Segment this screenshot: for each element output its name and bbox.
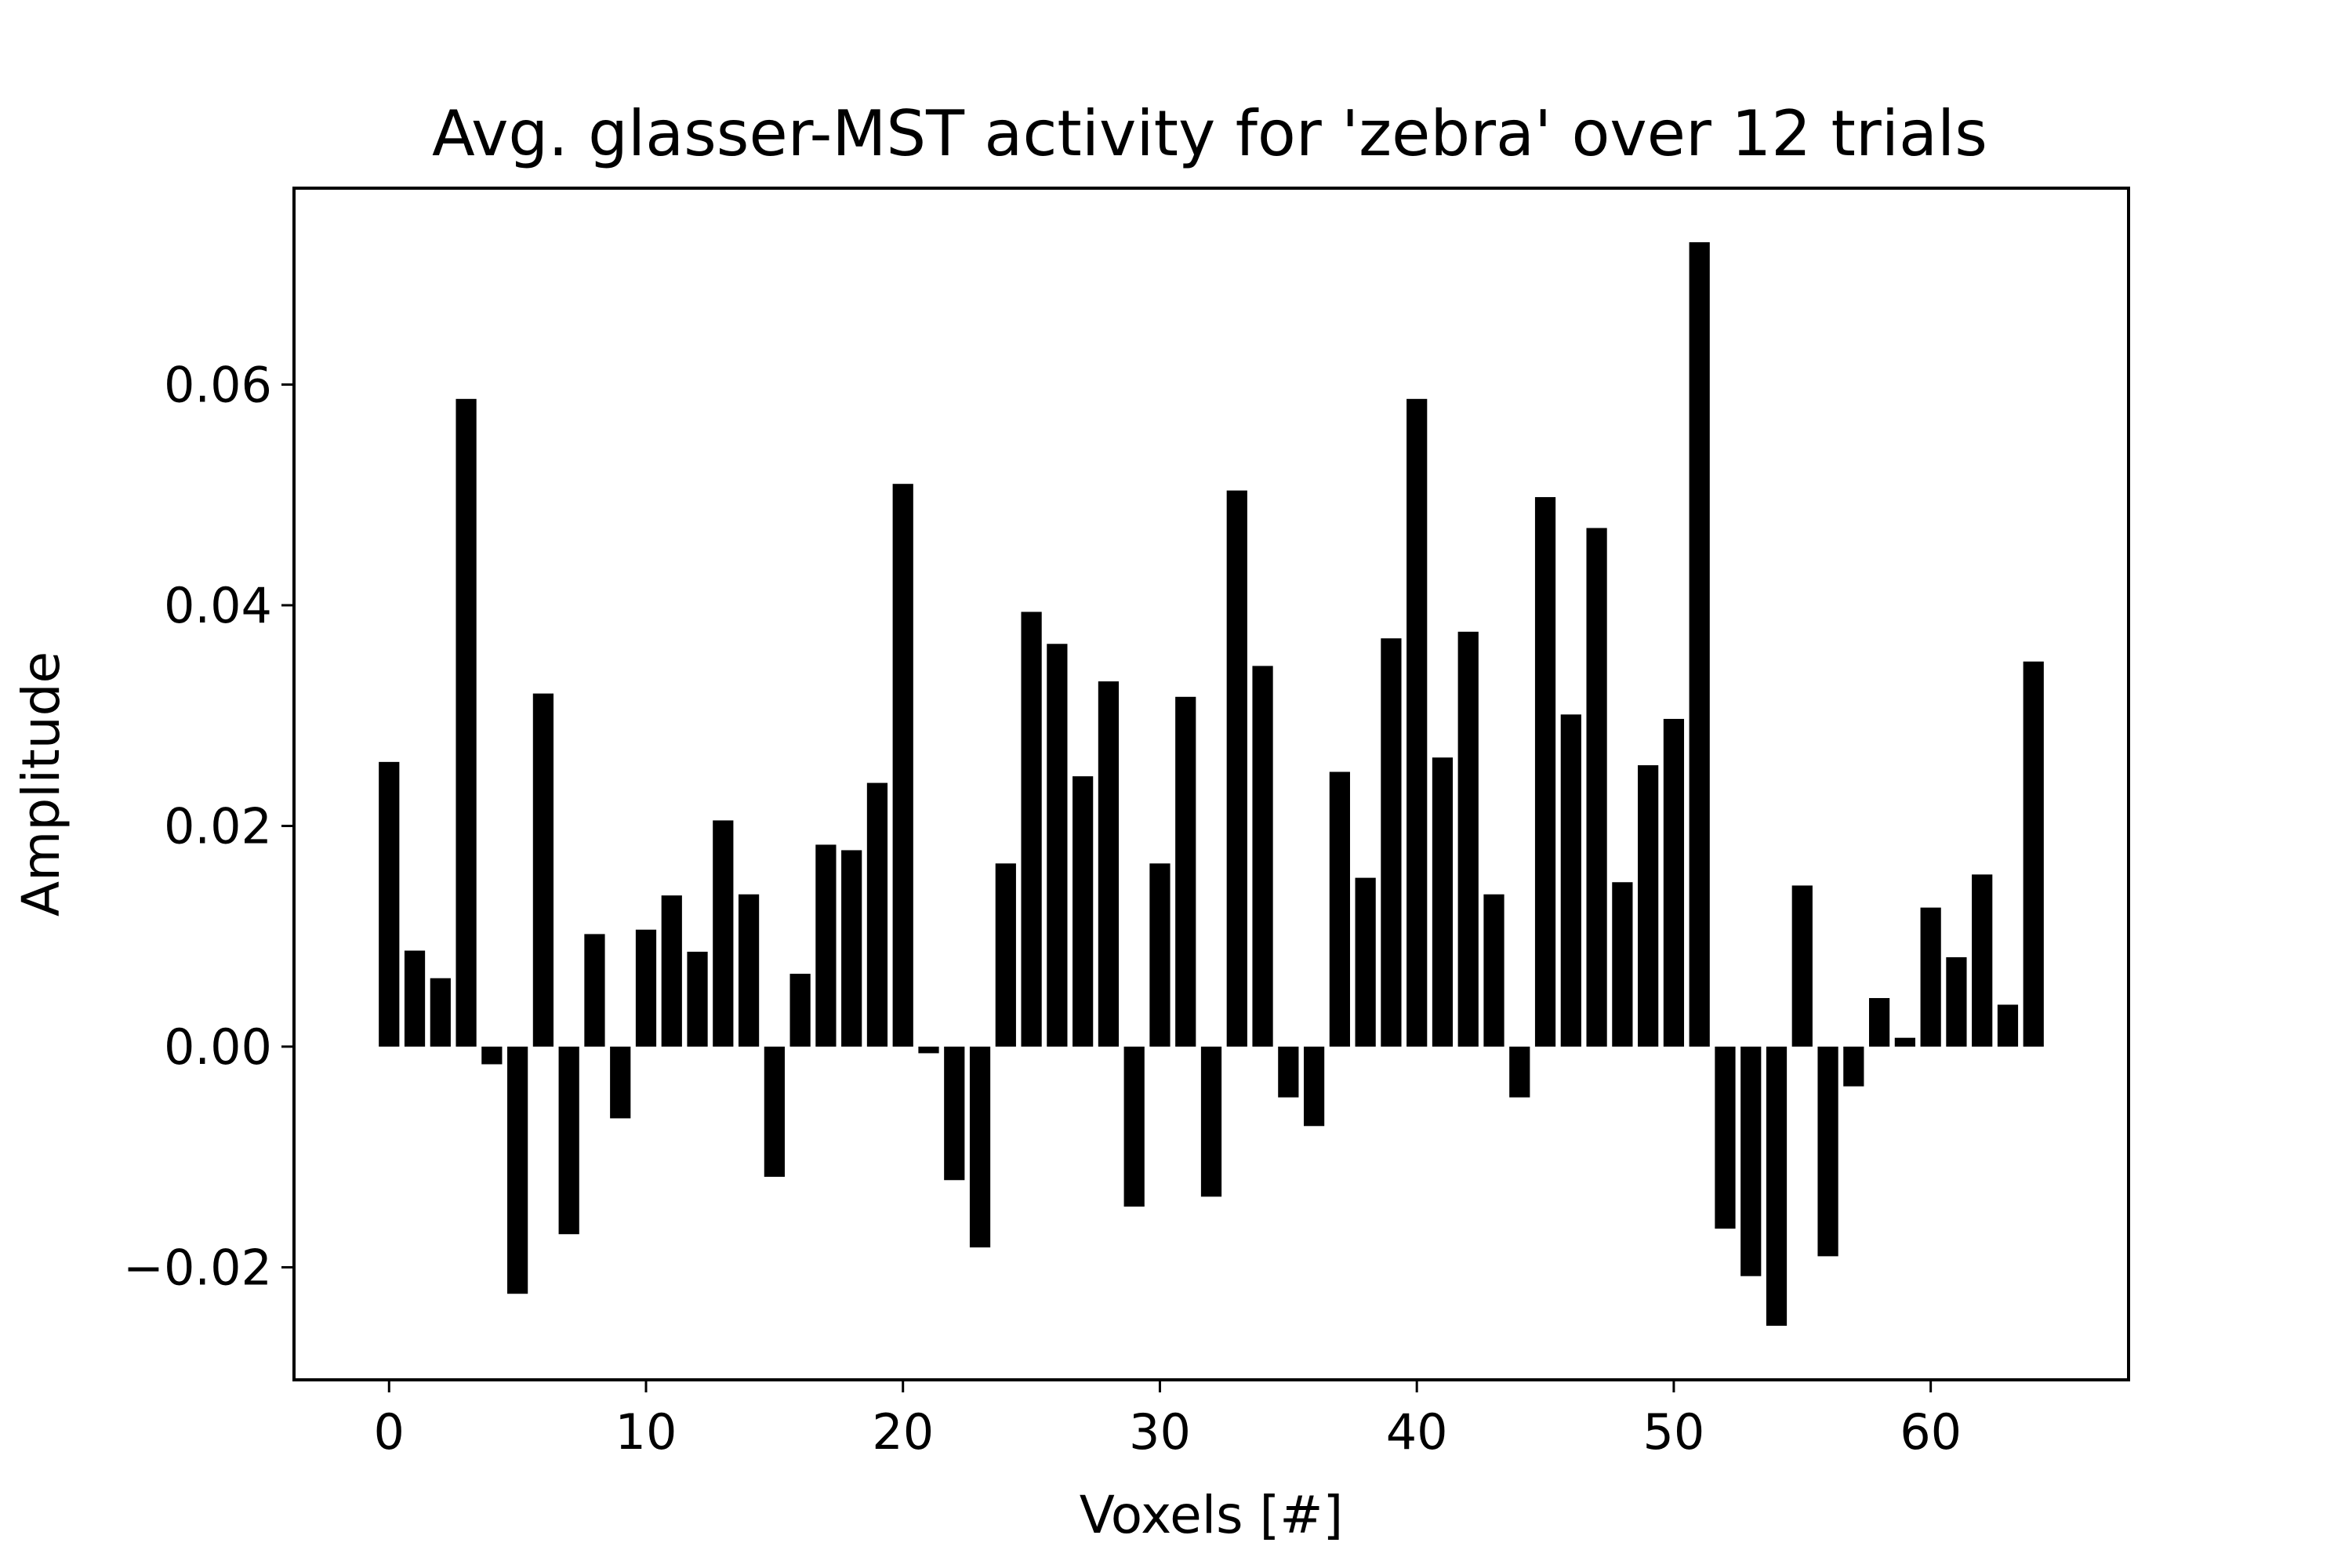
bar xyxy=(789,974,811,1047)
bar xyxy=(841,850,862,1047)
bars-group xyxy=(379,241,2044,1327)
bar xyxy=(1226,490,1247,1047)
bar xyxy=(1638,765,1659,1047)
bar xyxy=(379,761,400,1047)
bar xyxy=(1381,638,1402,1047)
y-tick-label: 0.04 xyxy=(164,577,272,634)
y-tick-label: 0.00 xyxy=(164,1018,272,1076)
bar xyxy=(1920,907,1941,1047)
bar xyxy=(584,934,605,1047)
x-tick-label: 40 xyxy=(1386,1403,1448,1461)
bar xyxy=(1073,776,1094,1047)
bar xyxy=(1534,497,1556,1047)
bar xyxy=(1817,1046,1838,1257)
bar xyxy=(764,1046,785,1178)
bar xyxy=(1483,894,1504,1047)
bar xyxy=(969,1046,991,1248)
x-tick-label: 60 xyxy=(1900,1403,1962,1461)
bar xyxy=(1457,631,1479,1047)
y-tick-label: 0.06 xyxy=(164,357,272,414)
bar xyxy=(456,398,477,1047)
bar xyxy=(1021,612,1042,1047)
bar xyxy=(1200,1046,1222,1197)
bar xyxy=(1406,398,1428,1047)
bar xyxy=(661,895,682,1047)
bar xyxy=(610,1046,631,1119)
bar xyxy=(713,820,734,1047)
bar xyxy=(404,950,426,1047)
bar xyxy=(1278,1046,1299,1098)
bar xyxy=(892,484,913,1047)
bar xyxy=(1252,666,1273,1047)
bar xyxy=(1047,644,1068,1047)
bar xyxy=(1997,1004,2019,1047)
bar xyxy=(1175,696,1196,1047)
bar xyxy=(1123,1046,1145,1207)
bar xyxy=(1303,1046,1325,1127)
bar xyxy=(532,693,554,1047)
bar xyxy=(815,844,837,1047)
bar xyxy=(1689,241,1710,1047)
plot-frame xyxy=(292,187,2130,1381)
bar xyxy=(1894,1037,1915,1047)
y-axis-label: Amplitude xyxy=(11,652,71,916)
bar xyxy=(1355,877,1376,1047)
bar xyxy=(1586,528,1607,1047)
y-axis-ticks: −0.02 0.00 0.02 0.04 0.06 xyxy=(123,357,294,1296)
bar xyxy=(1791,885,1813,1047)
chart-title: Avg. glasser-MST activity for 'zebra' ov… xyxy=(432,97,1987,170)
x-tick-label: 30 xyxy=(1129,1403,1191,1461)
bar xyxy=(1329,771,1350,1047)
bar xyxy=(1843,1046,1864,1087)
x-axis-ticks: 0 10 20 30 40 50 60 xyxy=(374,1380,1962,1461)
bar xyxy=(1740,1046,1762,1276)
bar xyxy=(1432,757,1454,1047)
bar xyxy=(866,782,888,1047)
bar xyxy=(1560,714,1581,1047)
bar xyxy=(1663,718,1685,1047)
y-tick-label: 0.02 xyxy=(164,797,272,855)
bar xyxy=(1612,882,1633,1047)
x-axis-label: Voxels [#] xyxy=(1080,1485,1344,1545)
bar xyxy=(1509,1046,1530,1098)
bar xyxy=(1149,863,1171,1047)
bar xyxy=(481,1046,503,1065)
bar xyxy=(430,978,451,1047)
bar xyxy=(1972,874,1993,1047)
x-tick-label: 50 xyxy=(1642,1403,1704,1461)
bar xyxy=(635,929,657,1047)
bar xyxy=(2023,661,2044,1047)
bar xyxy=(995,863,1016,1047)
x-tick-label: 10 xyxy=(615,1403,677,1461)
y-tick-label: −0.02 xyxy=(123,1239,272,1296)
bar xyxy=(558,1046,579,1235)
bar xyxy=(507,1046,528,1294)
x-tick-label: 20 xyxy=(872,1403,934,1461)
bar xyxy=(1766,1046,1788,1327)
bar xyxy=(918,1046,939,1054)
bar xyxy=(1715,1046,1736,1229)
bar xyxy=(1868,998,1890,1047)
bar xyxy=(687,951,708,1047)
x-tick-label: 0 xyxy=(374,1403,405,1461)
bar xyxy=(944,1046,965,1181)
bar xyxy=(738,894,760,1047)
bar xyxy=(1098,681,1120,1047)
bar xyxy=(1946,956,1967,1047)
